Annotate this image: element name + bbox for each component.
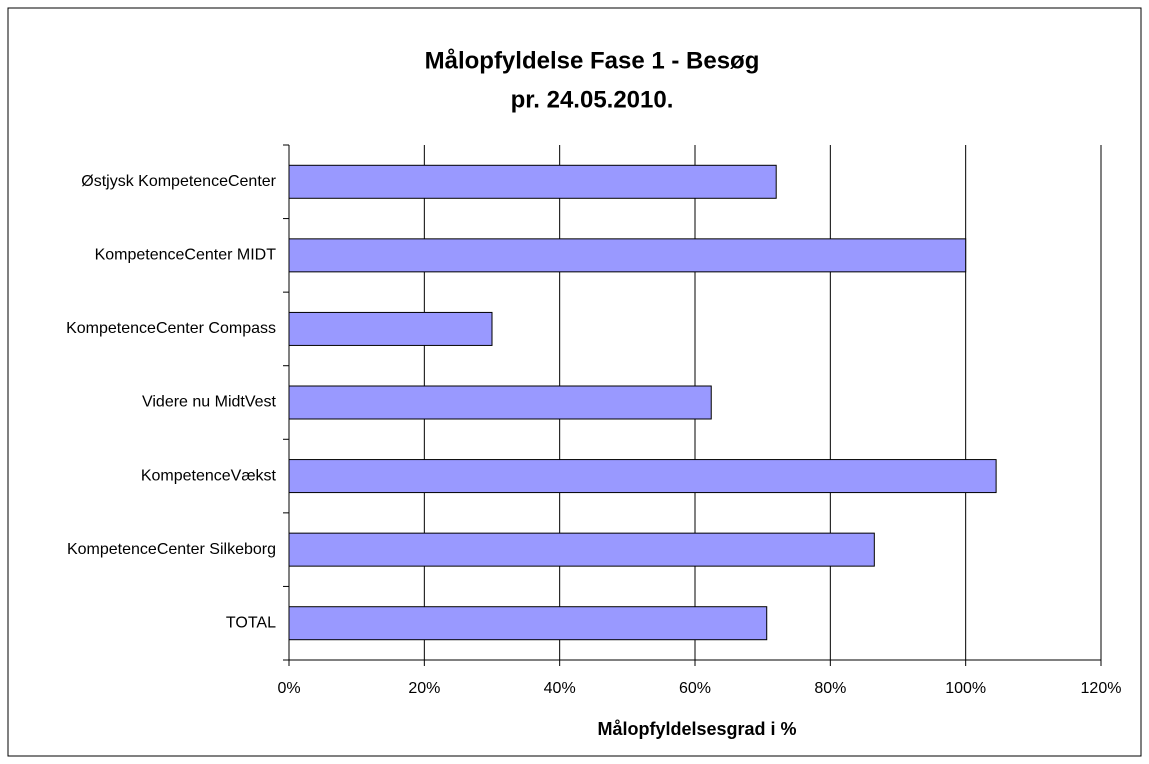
bar <box>288 606 768 641</box>
bar <box>288 311 493 346</box>
y-tick-label: TOTAL <box>226 614 276 631</box>
y-tick-label: KompetenceCenter MIDT <box>95 247 277 264</box>
x-tick-label: 80% <box>814 680 846 697</box>
y-tick-label: KompetenceVækst <box>141 467 277 484</box>
chart-subtitle: pr. 24.05.2010. <box>511 86 674 113</box>
x-tick-label: 60% <box>679 680 711 697</box>
y-tick-label: KompetenceCenter Compass <box>66 320 276 337</box>
chart-border <box>7 7 1142 757</box>
x-tick-label: 40% <box>544 680 576 697</box>
x-tick-label: 100% <box>945 680 986 697</box>
bar <box>288 532 875 567</box>
x-axis-title: Målopfyldelsesgrad i % <box>597 719 796 739</box>
bar <box>288 164 777 199</box>
y-tick-label: Videre nu MidtVest <box>142 394 277 411</box>
x-tick-label: 0% <box>277 680 300 697</box>
bar <box>288 385 712 420</box>
chart-title: Målopfyldelse Fase 1 - Besøg <box>425 47 760 74</box>
x-tick-label: 120% <box>1081 680 1122 697</box>
bar <box>288 238 967 273</box>
bar <box>288 459 997 494</box>
y-tick-label: Østjysk KompetenceCenter <box>81 173 276 190</box>
y-tick-label: KompetenceCenter Silkeborg <box>67 541 276 558</box>
x-tick-label: 20% <box>408 680 440 697</box>
